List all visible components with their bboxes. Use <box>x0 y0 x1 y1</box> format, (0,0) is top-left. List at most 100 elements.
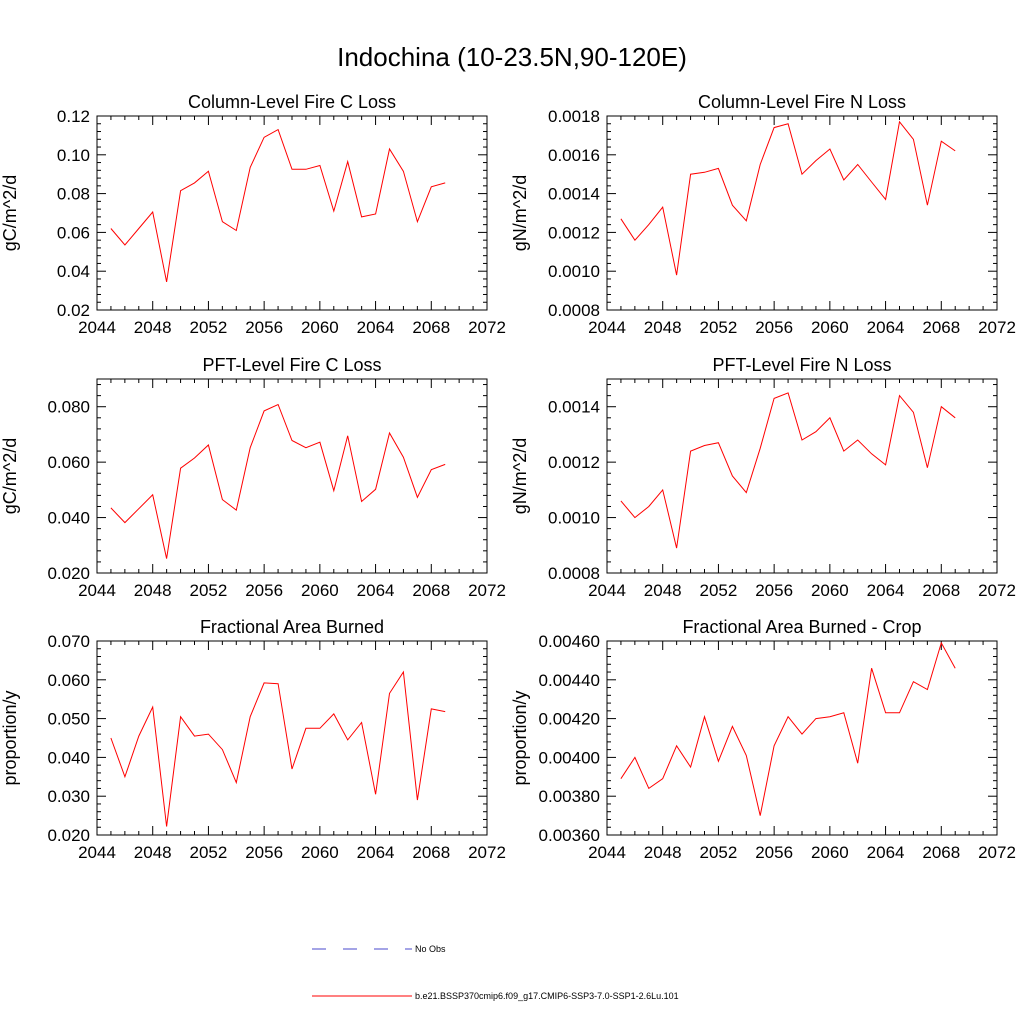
x-tick-label: 2056 <box>755 843 793 862</box>
x-tick-label: 2064 <box>867 843 905 862</box>
y-tick-label: 0.08 <box>57 185 90 204</box>
y-tick-label: 0.04 <box>57 262 90 281</box>
x-tick-label: 2052 <box>700 318 738 337</box>
x-tick-label: 2060 <box>811 843 849 862</box>
x-tick-label: 2052 <box>700 581 738 600</box>
x-tick-label: 2064 <box>357 843 395 862</box>
x-tick-label: 2072 <box>468 843 506 862</box>
x-tick-label: 2056 <box>245 581 283 600</box>
y-tick-label: 0.030 <box>47 787 90 806</box>
x-tick-label: 2060 <box>811 581 849 600</box>
y-tick-label: 0.00460 <box>539 632 600 651</box>
y-tick-label: 0.0014 <box>548 185 600 204</box>
y-axis-label: gC/m^2/d <box>0 438 20 514</box>
x-tick-label: 2052 <box>190 581 228 600</box>
y-tick-label: 0.10 <box>57 146 90 165</box>
x-tick-label: 2056 <box>755 581 793 600</box>
y-tick-label: 0.0016 <box>548 146 600 165</box>
x-tick-label: 2052 <box>700 843 738 862</box>
x-tick-label: 2048 <box>644 318 682 337</box>
x-tick-label: 2056 <box>245 318 283 337</box>
panel-title: PFT-Level Fire N Loss <box>712 355 891 375</box>
x-tick-label: 2068 <box>412 843 450 862</box>
y-tick-label: 0.0010 <box>548 509 600 528</box>
x-tick-label: 2044 <box>78 318 116 337</box>
y-tick-label: 0.00400 <box>539 748 600 767</box>
x-tick-label: 2044 <box>78 843 116 862</box>
x-tick-label: 2068 <box>412 581 450 600</box>
plot-frame <box>96 115 488 311</box>
y-tick-label: 0.00420 <box>539 710 600 729</box>
legend-obs-label: No Obs <box>415 944 446 954</box>
x-tick-label: 2052 <box>190 318 228 337</box>
x-tick-label: 2056 <box>245 843 283 862</box>
x-tick-label: 2052 <box>190 843 228 862</box>
y-tick-label: 0.00360 <box>539 826 600 845</box>
y-tick-label: 0.040 <box>47 748 90 767</box>
y-tick-label: 0.0010 <box>548 262 600 281</box>
panel-title: Fractional Area Burned <box>200 617 384 637</box>
x-tick-label: 2072 <box>978 318 1016 337</box>
x-tick-label: 2064 <box>357 581 395 600</box>
y-tick-label: 0.060 <box>47 671 90 690</box>
panel-title: Column-Level Fire C Loss <box>188 92 396 112</box>
x-tick-label: 2072 <box>978 843 1016 862</box>
y-tick-label: 0.080 <box>47 398 90 417</box>
series-line <box>620 641 956 816</box>
y-tick-label: 0.0008 <box>548 564 600 583</box>
x-tick-label: 2060 <box>301 843 339 862</box>
x-tick-label: 2044 <box>78 581 116 600</box>
y-tick-label: 0.00440 <box>539 671 600 690</box>
x-tick-label: 2044 <box>588 581 626 600</box>
legend-model-label: b.e21.BSSP370cmip6.f09_g17.CMIP6-SSP3-7.… <box>415 991 679 1001</box>
y-tick-label: 0.02 <box>57 301 90 320</box>
y-tick-label: 0.00380 <box>539 787 600 806</box>
y-tick-label: 0.0008 <box>548 301 600 320</box>
plot-frame <box>606 378 998 574</box>
x-tick-label: 2072 <box>468 581 506 600</box>
chart-panel: 2044 2048 2052 2056 2060 2064 2068 2072 0.020 0.0… <box>0 355 506 600</box>
y-tick-label: 0.020 <box>47 826 90 845</box>
figure-title: Indochina (10-23.5N,90-120E) <box>337 42 687 72</box>
x-tick-label: 2044 <box>588 318 626 337</box>
x-tick-label: 2060 <box>301 581 339 600</box>
chart-panel: 2044 2048 2052 2056 2060 2064 2068 2072 0.00360 0… <box>510 617 1016 862</box>
series-line <box>110 128 446 282</box>
y-tick-label: 0.020 <box>47 564 90 583</box>
panel-title: PFT-Level Fire C Loss <box>202 355 381 375</box>
x-tick-label: 2072 <box>468 318 506 337</box>
panel-title: Column-Level Fire N Loss <box>698 92 906 112</box>
x-tick-label: 2056 <box>755 318 793 337</box>
chart-panels: 2044 2048 2052 2056 2060 2064 2068 2072 0.02 0.04… <box>0 92 1016 862</box>
x-tick-label: 2048 <box>134 318 172 337</box>
y-tick-label: 0.0012 <box>548 453 600 472</box>
x-tick-label: 2068 <box>922 318 960 337</box>
x-tick-label: 2048 <box>644 843 682 862</box>
x-tick-label: 2064 <box>867 318 905 337</box>
y-axis-label: gN/m^2/d <box>510 438 530 514</box>
series-line <box>110 670 446 827</box>
plot-frame <box>606 640 998 836</box>
y-axis-label: proportion/y <box>510 690 530 785</box>
y-tick-label: 0.070 <box>47 632 90 651</box>
x-tick-label: 2068 <box>412 318 450 337</box>
x-tick-label: 2044 <box>588 843 626 862</box>
chart-panel: 2044 2048 2052 2056 2060 2064 2068 2072 0.020 0.0… <box>0 617 506 862</box>
y-tick-label: 0.060 <box>47 453 90 472</box>
legend: No Obs b.e21.BSSP370cmip6.f09_g17.CMIP6-… <box>312 944 679 1001</box>
y-axis-label: gC/m^2/d <box>0 175 20 251</box>
y-tick-label: 0.0014 <box>548 398 600 417</box>
x-tick-label: 2048 <box>134 581 172 600</box>
y-tick-label: 0.0012 <box>548 223 600 242</box>
plot-frame <box>606 115 998 311</box>
y-axis-label: proportion/y <box>0 690 20 785</box>
y-tick-label: 0.06 <box>57 223 90 242</box>
series-line <box>110 403 446 559</box>
chart-panel: 2044 2048 2052 2056 2060 2064 2068 2072 0.0008 0.… <box>510 355 1016 600</box>
series-line <box>620 392 956 549</box>
y-tick-label: 0.050 <box>47 710 90 729</box>
x-tick-label: 2072 <box>978 581 1016 600</box>
x-tick-label: 2064 <box>867 581 905 600</box>
panel-title: Fractional Area Burned - Crop <box>682 617 921 637</box>
